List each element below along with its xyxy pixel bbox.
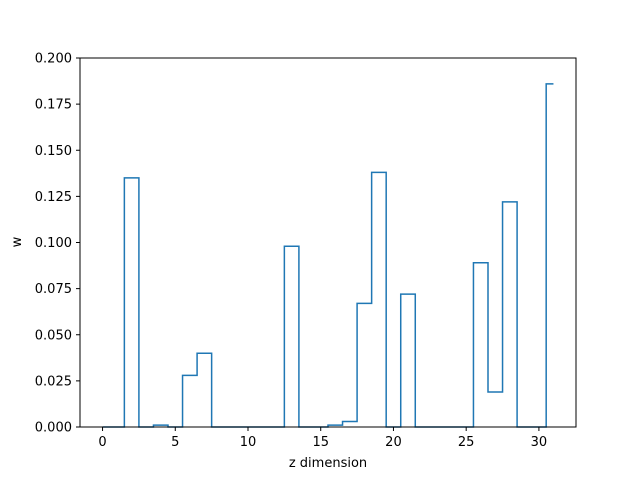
y-tick-label: 0.025 [35,374,72,389]
x-axis-label: z dimension [289,456,367,471]
x-tick-label: 0 [98,435,106,450]
y-tick-label: 0.100 [35,236,72,251]
y-tick-label: 0.200 [35,52,72,67]
x-tick-label: 10 [240,435,257,450]
y-tick-label: 0.175 [35,98,72,113]
x-tick-label: 15 [312,435,329,450]
y-axis-label: w [10,236,25,247]
x-axis: 0 5 10 15 20 25 30 [98,427,547,450]
y-tick-label: 0.075 [35,282,72,297]
plot-frame [79,57,577,428]
x-tick-label: 20 [385,435,402,450]
x-tick-label: 30 [531,435,548,450]
y-tick-label: 0.000 [35,421,72,436]
y-axis: 0.000 0.025 0.050 0.075 0.100 0.125 0.150 0.175… [35,52,80,436]
y-tick-label: 0.150 [35,144,72,159]
y-tick-label: 0.125 [35,190,72,205]
x-tick-label: 5 [171,435,179,450]
y-tick-label: 0.050 [35,328,72,343]
x-tick-label: 25 [458,435,475,450]
